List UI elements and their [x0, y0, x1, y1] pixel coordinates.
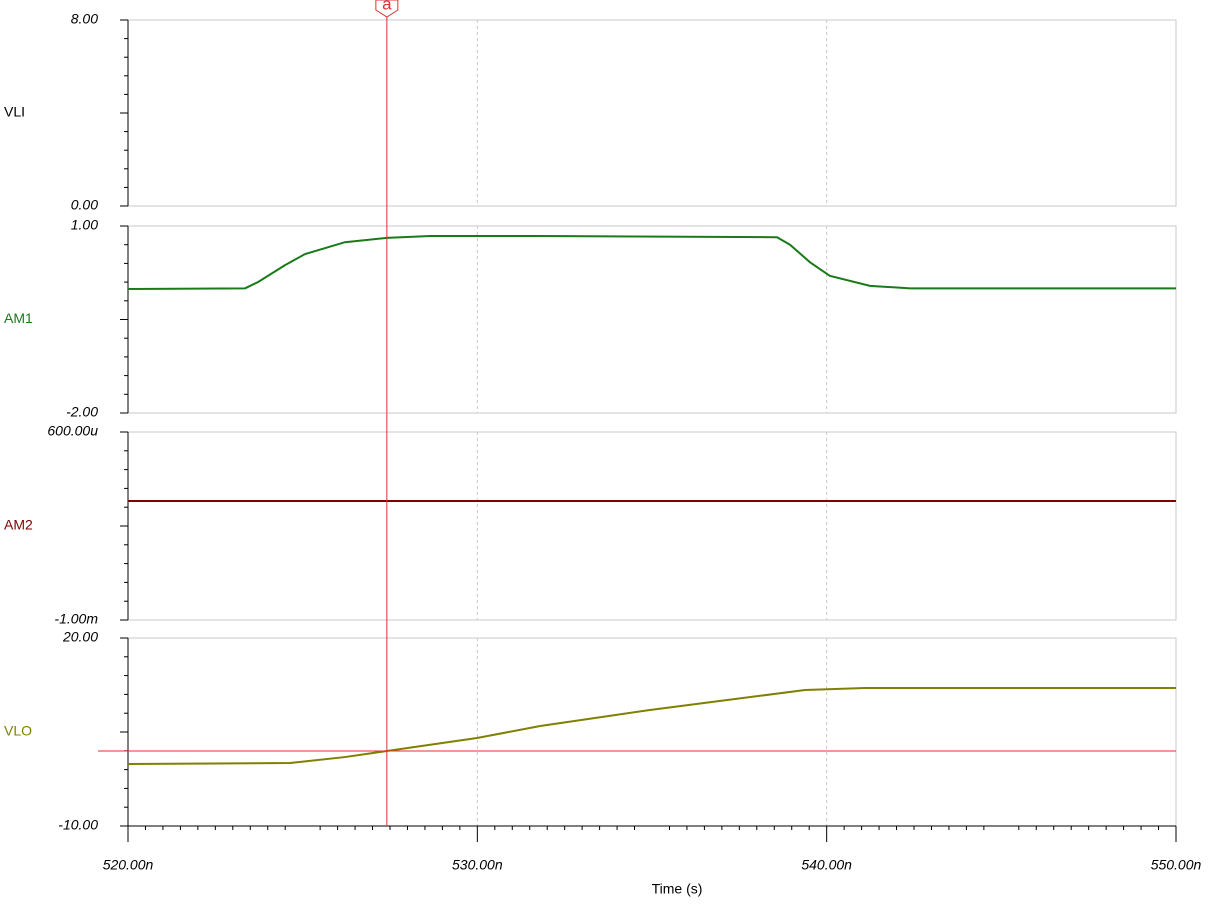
x-tick-label: 530.00n: [452, 857, 503, 873]
legend-label: AM2: [4, 517, 33, 533]
x-tick-label: 540.00n: [801, 857, 852, 873]
x-axis-label: Time (s): [652, 881, 703, 897]
y-tick-label: -1.00m: [54, 611, 98, 627]
legend-label: VLI: [4, 104, 25, 120]
cursor-label: a: [382, 0, 392, 13]
x-tick-label: 520.00n: [103, 857, 154, 873]
y-tick-label: 0.00: [71, 197, 98, 213]
y-tick-label: -10.00: [58, 817, 98, 833]
series-line: [127, 687, 1176, 765]
legend-label: AM1: [4, 310, 33, 326]
y-tick-label: -2.00: [66, 404, 98, 420]
cursor-tag: [375, 0, 399, 18]
legend-label: VLO: [4, 723, 32, 739]
y-tick-label: 20.00: [62, 629, 98, 645]
x-tick-label: 550.00n: [1151, 857, 1202, 873]
y-tick-label: 8.00: [71, 11, 98, 27]
y-tick-label: 1.00: [71, 217, 98, 233]
y-tick-label: 600.00u: [47, 423, 98, 439]
series-line: [127, 234, 1176, 290]
